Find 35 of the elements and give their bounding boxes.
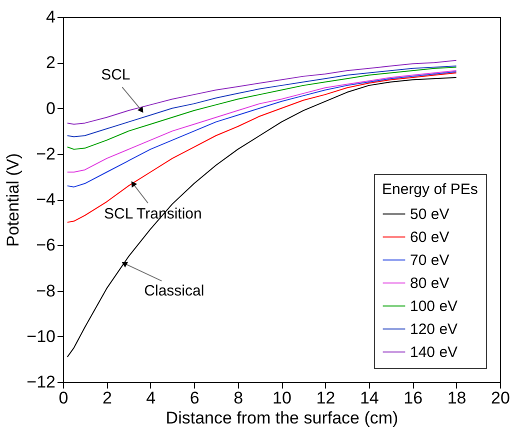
legend-label: 50 eV [410,206,450,223]
y-tick-label: −2 [36,144,56,164]
x-tick-label: 10 [272,388,292,408]
x-tick-label: 0 [58,388,68,408]
x-tick-label: 18 [447,388,466,408]
x-tick-label: 8 [234,388,244,408]
x-tick-label: 4 [146,388,156,408]
x-tick-label: 14 [360,388,379,408]
legend-label: 140 eV [410,344,458,361]
legend-label: 80 eV [410,275,450,292]
x-tick-label: 6 [190,388,200,408]
y-tick-label: −8 [36,281,56,300]
legend-label: 100 eV [410,298,458,315]
x-tick-label: 20 [491,388,510,408]
line-series [66,66,457,150]
y-tick-label: 4 [46,8,56,26]
y-tick-label: −10 [26,326,56,346]
annotation: SCL [101,66,130,84]
y-tick-label: −6 [36,236,56,255]
legend-title: Energy of PEs [382,181,478,198]
y-axis-title: Potential (V) [4,153,23,247]
y-tick-label: −4 [36,190,56,209]
x-tick-label: 12 [316,388,336,408]
y-tick-label: 2 [46,53,56,72]
y-tick-label: −12 [26,372,56,392]
line-series [66,60,457,125]
line-series [66,66,457,138]
legend-label: 70 eV [410,252,450,269]
legend-label: 60 eV [410,229,450,246]
y-tick-label: 0 [46,98,56,118]
legend-label: 120 eV [410,321,458,338]
x-tick-label: 2 [102,388,112,408]
x-tick-label: 16 [404,388,423,408]
annotation: Classical [144,282,204,300]
x-axis-title: Distance from the surface (cm) [166,408,398,428]
